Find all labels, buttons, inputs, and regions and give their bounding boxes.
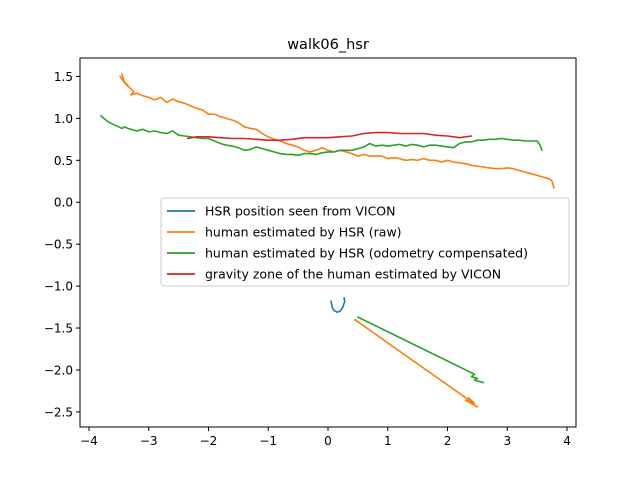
series-layer: [100, 73, 555, 408]
y-tick-label: 1.5: [54, 70, 73, 84]
legend-entry-1: human estimated by HSR (raw): [205, 225, 402, 240]
legend-entry-3: gravity zone of the human estimated by V…: [205, 267, 501, 282]
y-tick-label: 0.5: [54, 154, 73, 168]
series-line-2: [100, 115, 543, 157]
x-axis: −4 −3 −2 −1 0 1 2 3 4: [80, 427, 571, 448]
chart-title: walk06_hsr: [287, 37, 369, 53]
y-tick-label: 1.0: [54, 112, 73, 126]
x-tick-label: 0: [324, 434, 332, 448]
series-line-1: [119, 73, 555, 189]
y-tick-label: −1.5: [44, 322, 73, 336]
x-tick-label: 2: [444, 434, 452, 448]
legend-entry-2: human estimated by HSR (odometry compens…: [205, 246, 528, 261]
y-tick-label: −0.5: [44, 238, 73, 252]
y-tick-label: −1.0: [44, 280, 73, 294]
series-line-5: [357, 316, 485, 384]
legend-entry-0: HSR position seen from VICON: [205, 204, 396, 219]
y-tick-label: 0.0: [54, 196, 73, 210]
series-line-3: [186, 131, 473, 141]
series-line-0: [330, 297, 346, 313]
y-axis: 1.5 1.0 0.5 0.0 −0.5 −1.0 −1.5 −2.0 −2.5: [44, 70, 80, 419]
y-tick-label: −2.5: [44, 405, 73, 419]
x-tick-label: −2: [200, 434, 218, 448]
x-tick-label: −3: [140, 434, 158, 448]
x-tick-label: 1: [384, 434, 392, 448]
x-tick-label: 4: [563, 434, 571, 448]
legend-box: [160, 197, 570, 287]
legend: HSR position seen from VICON human estima…: [160, 197, 570, 287]
y-tick-label: −2.0: [44, 363, 73, 377]
x-tick-label: −4: [80, 434, 98, 448]
x-tick-label: −1: [259, 434, 277, 448]
series-line-4: [354, 318, 479, 408]
x-tick-label: 3: [503, 434, 511, 448]
